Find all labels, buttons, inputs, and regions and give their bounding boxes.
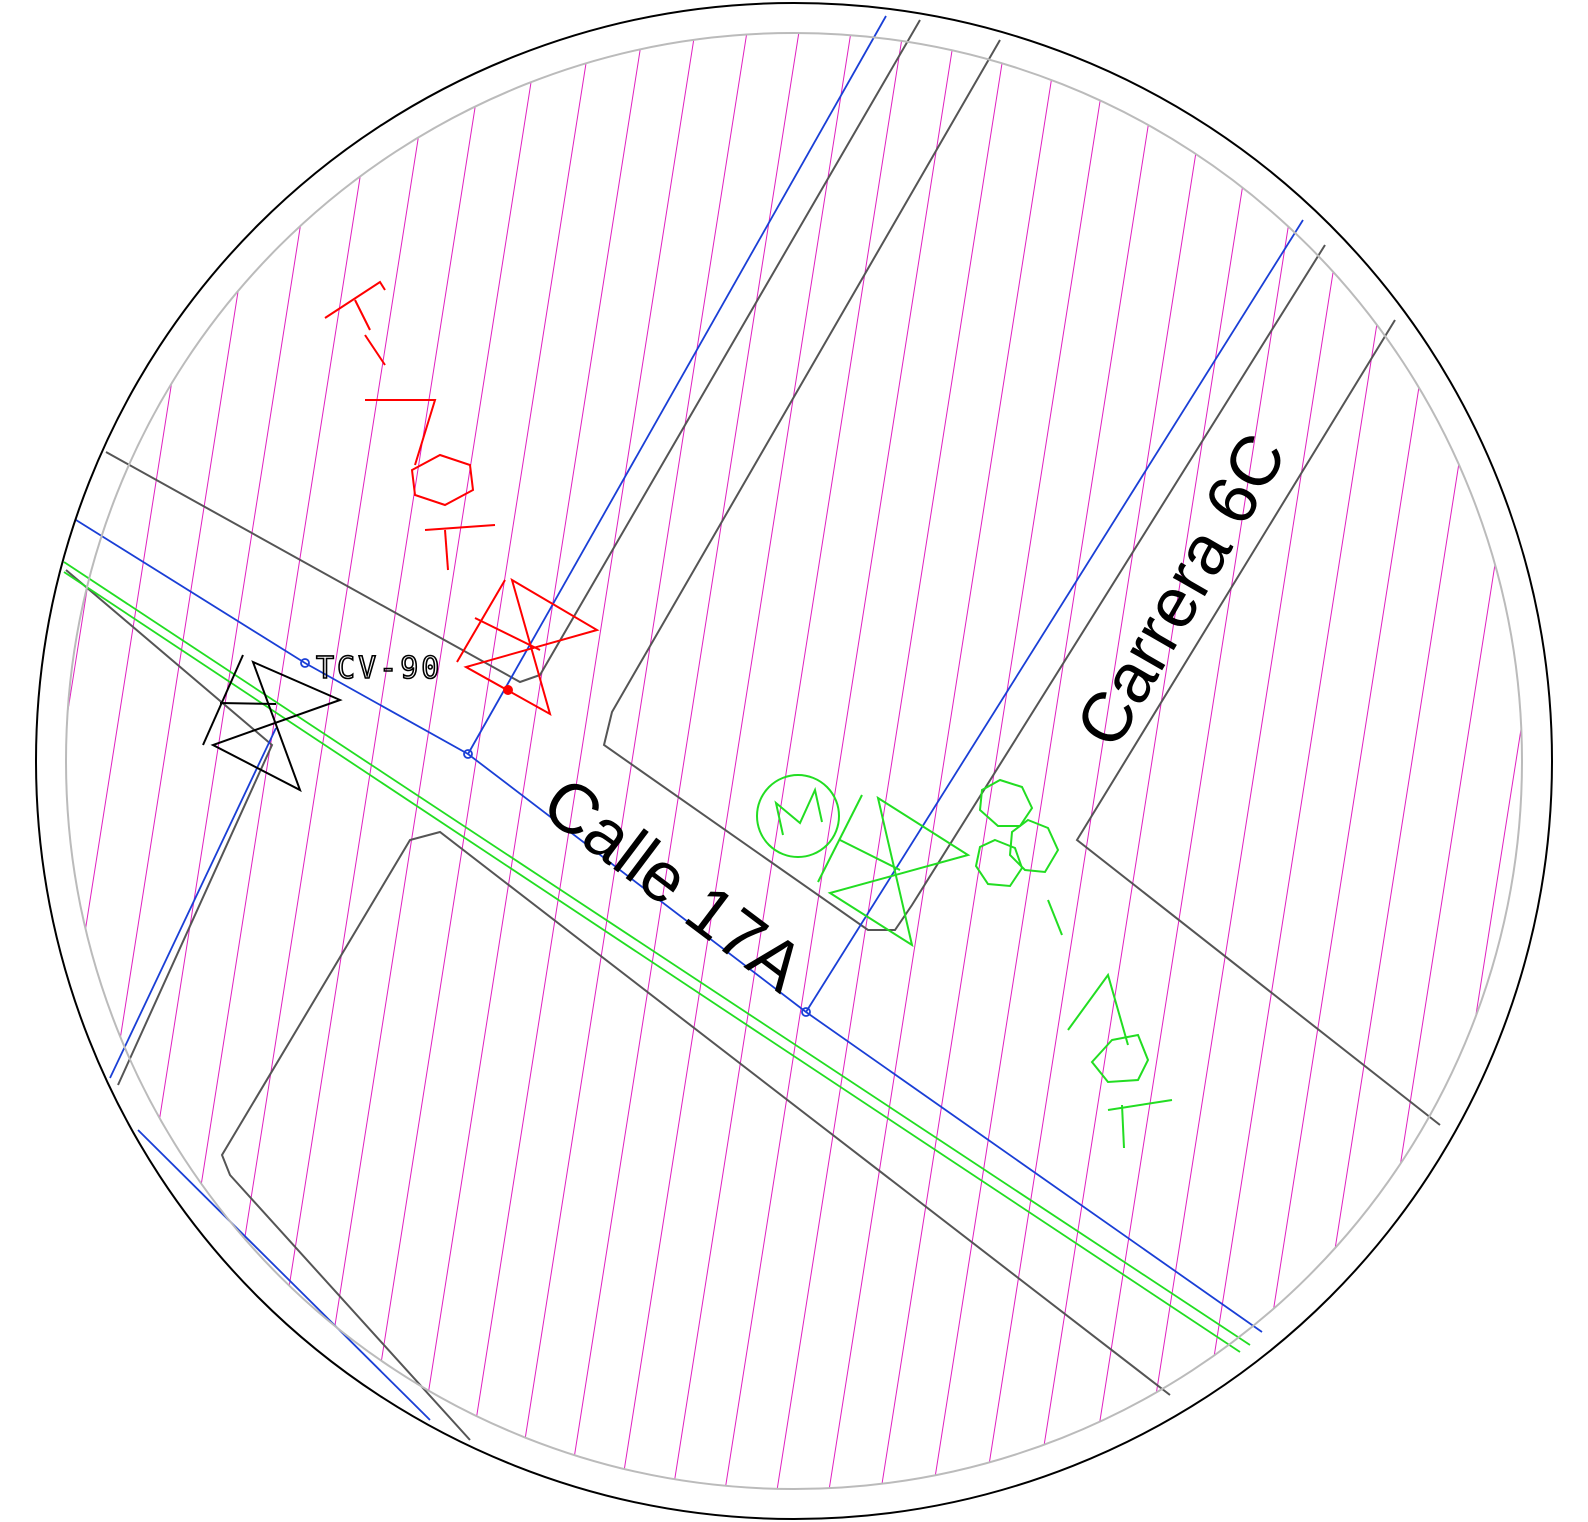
hatch-line <box>1291 33 1522 1489</box>
green-mains <box>63 561 1251 1353</box>
hatch-line <box>1187 33 1429 1489</box>
meter-icon-green <box>756 774 840 858</box>
hatch-line <box>407 33 649 1489</box>
hatch-line <box>66 33 77 1489</box>
hatch-line <box>615 33 857 1489</box>
green-code-glyphs <box>974 778 1173 1149</box>
hatch-line <box>719 33 961 1489</box>
hatch-line <box>511 33 753 1489</box>
red-code-glyphs <box>324 280 496 571</box>
hatch-line <box>95 33 337 1489</box>
pipe-north <box>467 15 887 755</box>
hatch-line <box>66 33 129 1489</box>
hatch-line <box>1239 33 1481 1489</box>
detail-circle-inner <box>65 32 1523 1490</box>
pipe-node-3 <box>801 1007 811 1017</box>
hatch-line <box>563 33 805 1489</box>
street-label-calle: Calle 17A <box>529 762 819 1007</box>
hatch-line <box>1343 33 1522 1489</box>
hatch-line <box>979 33 1221 1489</box>
hatch-line <box>66 33 233 1489</box>
valve-icon-black <box>202 654 343 793</box>
hatch-line <box>927 33 1169 1489</box>
valve-icon-red <box>456 577 600 717</box>
hatch-line <box>1395 33 1522 1489</box>
hatch-line <box>667 33 909 1489</box>
hatch-line <box>303 33 545 1489</box>
hatch-line <box>459 33 701 1489</box>
pipe-node-1 <box>300 658 310 668</box>
hatch-line <box>251 33 493 1489</box>
hatch-line <box>66 33 181 1489</box>
valve-marker-red <box>503 685 513 695</box>
curb-line-west <box>65 569 274 1086</box>
street-label-carrera: Carrera 6C <box>1060 421 1301 760</box>
curb-line-north-east <box>602 39 1326 931</box>
curb-line-south <box>220 830 1171 1441</box>
hatch-line <box>1447 33 1522 1489</box>
valve-icon-green <box>817 794 971 948</box>
curb-line-east <box>1075 319 1441 1126</box>
green-main-2 <box>63 571 1241 1353</box>
hatch-line <box>66 33 285 1489</box>
blue-pipes <box>75 15 1304 1421</box>
hatch-line <box>147 33 389 1489</box>
green-main-1 <box>63 561 1251 1346</box>
valve-tag-label: TCV-90 <box>316 651 442 686</box>
hatch-line <box>1499 33 1522 1489</box>
hatch-line <box>875 33 1117 1489</box>
curb-line-north-west <box>105 19 921 684</box>
hatch-line <box>771 33 1013 1489</box>
hatch-line <box>1552 0 1588 1522</box>
curb-lines <box>65 19 1441 1441</box>
hatch-line <box>199 33 441 1489</box>
detail-circle-outer <box>35 2 1553 1520</box>
hatch-line <box>0 0 24 1522</box>
pipe-south-west <box>137 1129 431 1421</box>
pipe-node-2 <box>463 749 473 759</box>
hatch-line <box>1083 33 1325 1489</box>
hatch-line <box>1031 33 1273 1489</box>
pipe-west <box>109 727 277 1079</box>
pipe-carrera <box>805 219 1304 1013</box>
hatch-line <box>823 33 1065 1489</box>
